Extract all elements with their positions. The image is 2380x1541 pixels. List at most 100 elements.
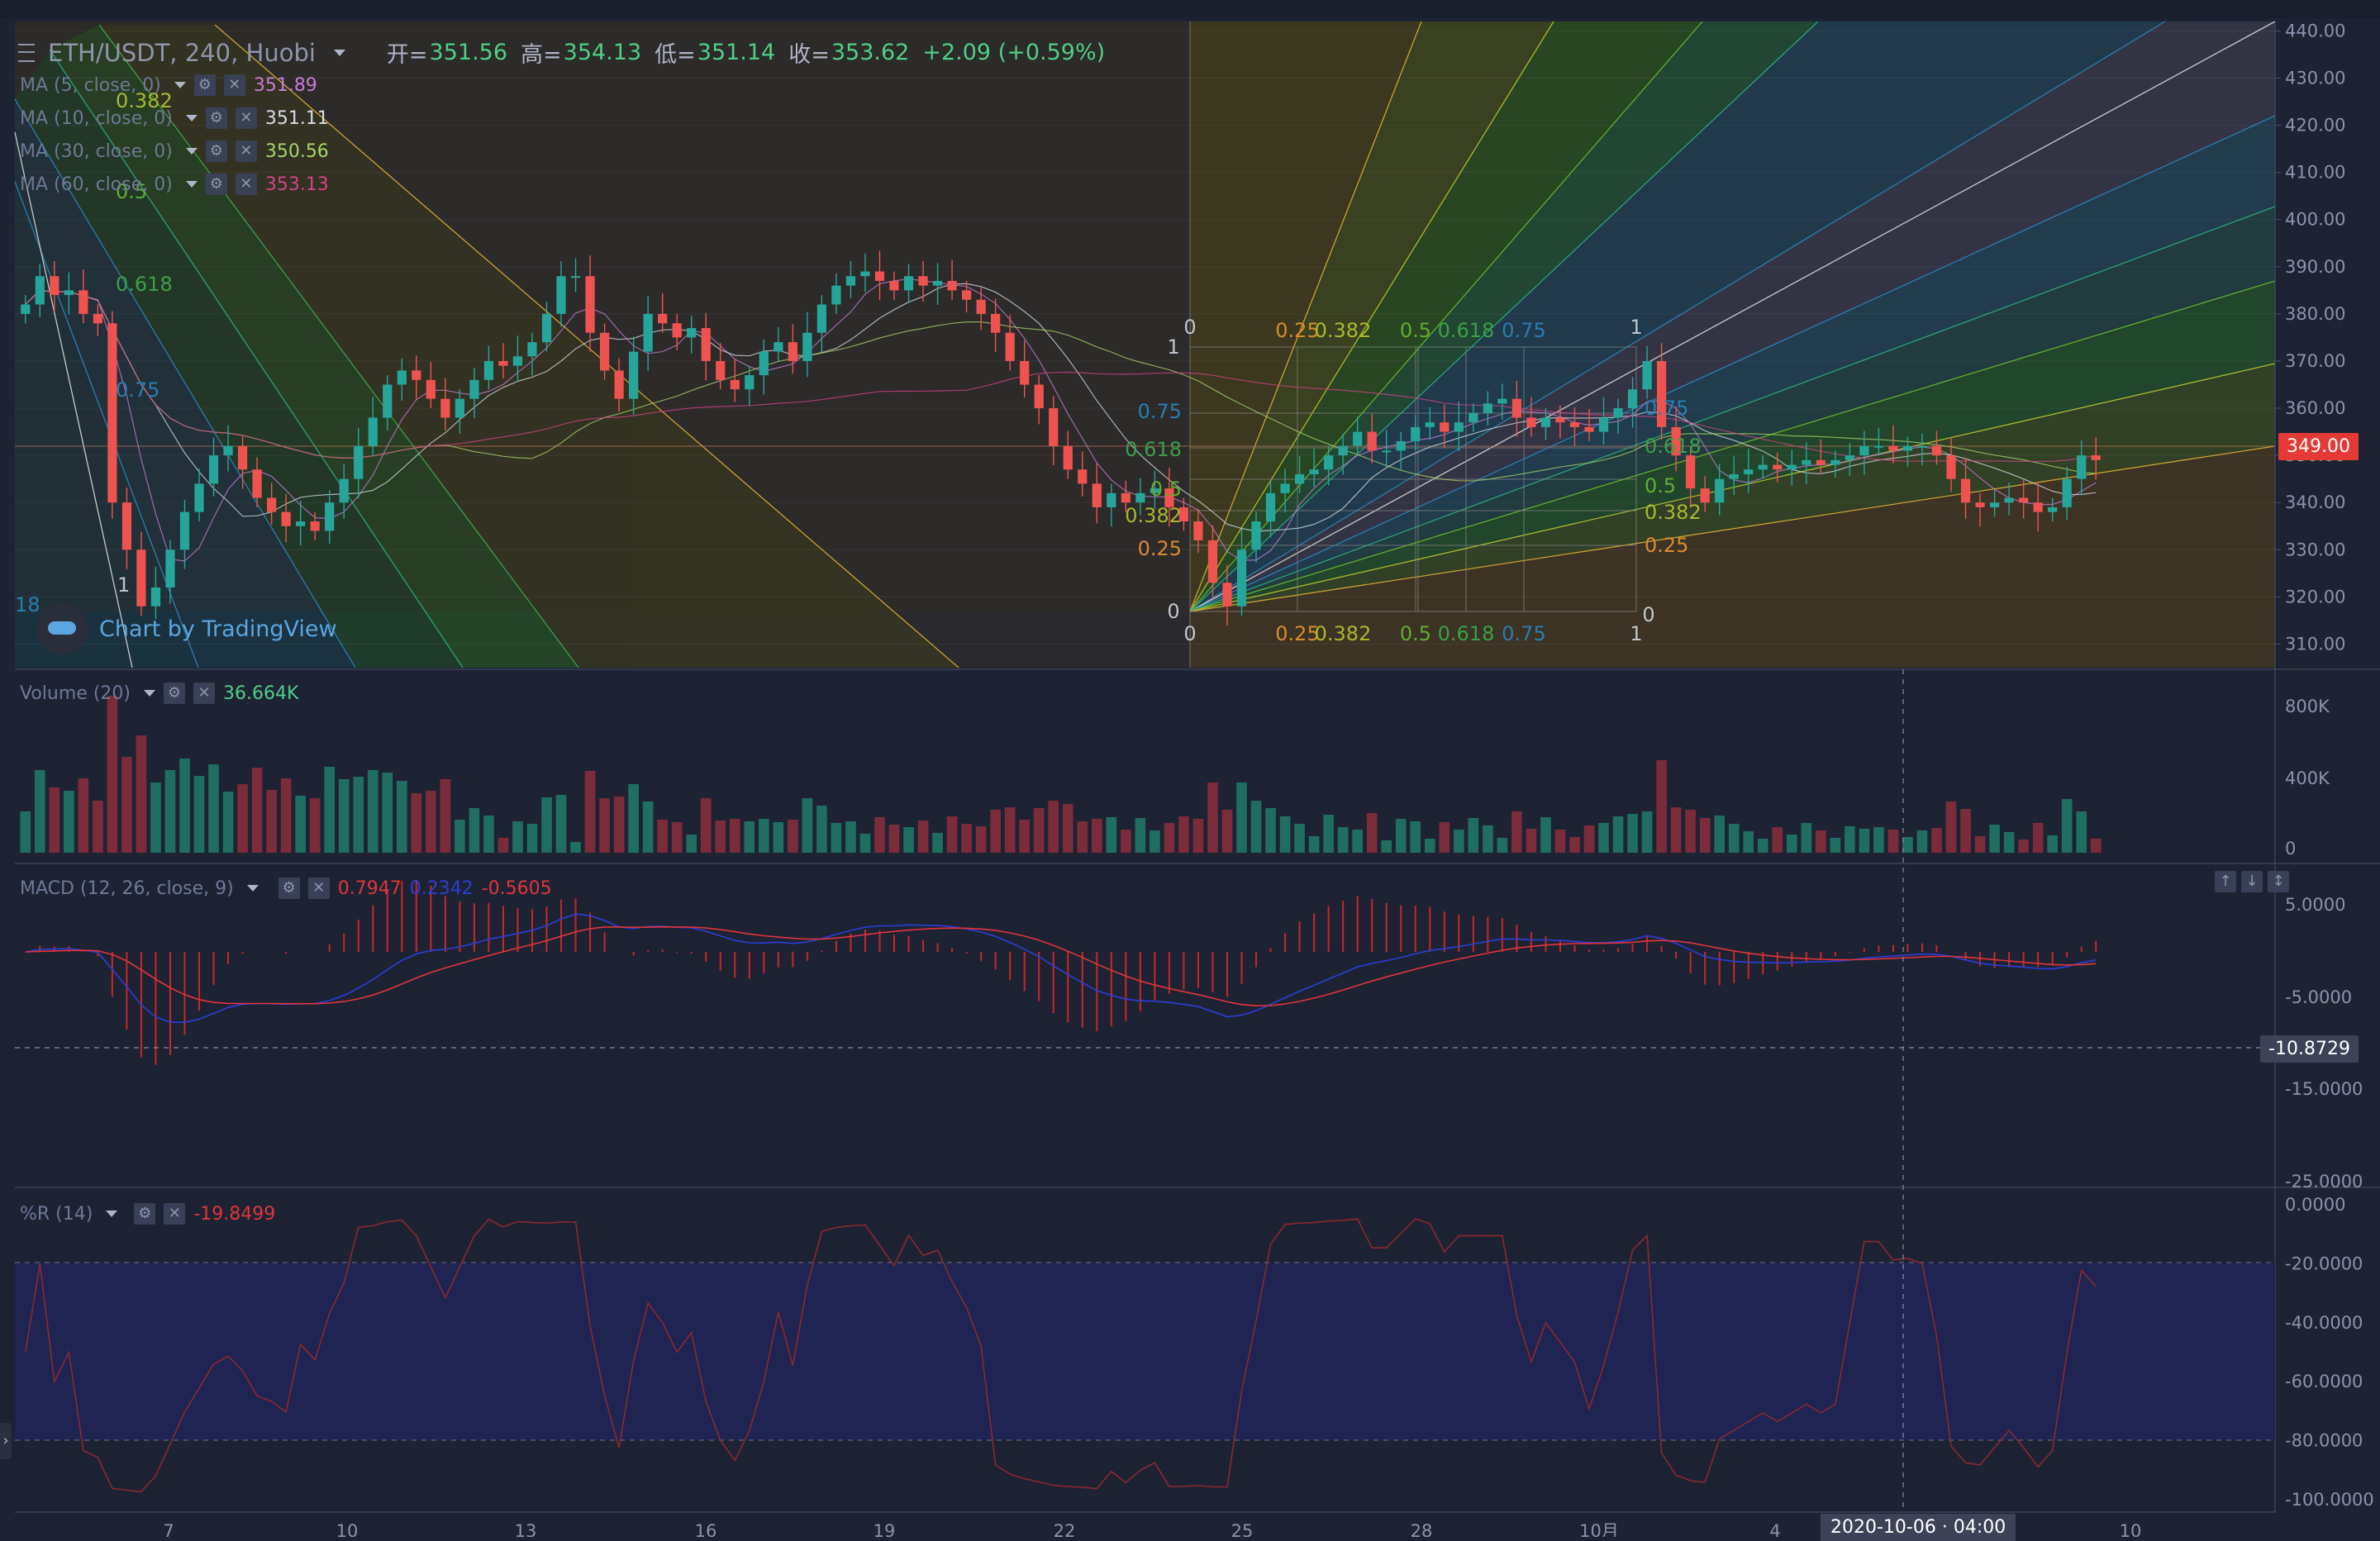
- candle-body: [643, 313, 653, 352]
- candle-body: [1150, 488, 1159, 493]
- left-fan-label: 18: [15, 593, 40, 616]
- ma5-legend[interactable]: MA (5, close, 0) ⚙ ✕ 351.89: [20, 71, 317, 99]
- macd-settings-icon[interactable]: ⚙: [278, 878, 300, 899]
- ma10-legend[interactable]: MA (10, close, 0) ⚙ ✕ 351.11: [20, 104, 329, 132]
- high-label: 高=: [521, 42, 562, 68]
- volume-bar: [266, 790, 277, 853]
- volume-bar: [1192, 819, 1204, 853]
- volume-bar: [193, 776, 205, 853]
- symbol-dropdown-icon[interactable]: [333, 49, 345, 56]
- macd-value-3: -0.5605: [481, 878, 552, 899]
- ma60-settings-icon[interactable]: ⚙: [205, 174, 227, 195]
- candle-body: [1164, 488, 1174, 507]
- fib-labels: 0.250.250.3820.3820.50.50.6180.6180.750.…: [15, 89, 1702, 645]
- wr-settings-icon[interactable]: ⚙: [134, 1203, 156, 1225]
- price-tick-label: 430.00: [2285, 68, 2345, 88]
- volume-bar: [411, 793, 422, 853]
- wr-line: [25, 1218, 2097, 1493]
- current-price-tag: 349.00: [2278, 433, 2359, 460]
- expand-handle[interactable]: ›: [0, 1423, 12, 1459]
- volume-bar: [961, 824, 972, 853]
- wr-close-icon[interactable]: ✕: [164, 1203, 186, 1225]
- candle-body: [1627, 389, 1638, 409]
- candle-body: [947, 280, 957, 291]
- candle-body: [1497, 398, 1507, 404]
- left-fan-label: 0.382: [116, 89, 173, 112]
- maximize-pane-icon[interactable]: ↕: [2268, 871, 2289, 892]
- candle-body: [1092, 483, 1102, 507]
- candle-body: [1367, 431, 1377, 451]
- ma5-dropdown-icon[interactable]: [174, 82, 186, 88]
- volume-close-icon[interactable]: ✕: [193, 683, 215, 704]
- candle-body: [1324, 455, 1334, 470]
- ma5-close-icon[interactable]: ✕: [223, 74, 245, 96]
- pane-controls[interactable]: ↑ ↓ ↕: [2215, 871, 2289, 892]
- ma60-dropdown-icon[interactable]: [185, 181, 198, 188]
- volume-bar: [208, 764, 219, 853]
- candle-body: [1859, 445, 1869, 456]
- ma60-close-icon[interactable]: ✕: [235, 174, 257, 195]
- candle-body: [687, 328, 697, 338]
- wr-legend[interactable]: %R (14) ⚙ ✕ -19.8499: [20, 1200, 275, 1228]
- volume-bar: [1265, 808, 1276, 853]
- volume-bar: [2018, 839, 2029, 853]
- volume-label: Volume (20): [20, 683, 131, 704]
- move-up-icon[interactable]: ↑: [2215, 871, 2236, 892]
- candle-body: [1700, 488, 1710, 503]
- ma30-legend[interactable]: MA (30, close, 0) ⚙ ✕ 350.56: [20, 137, 329, 165]
- candle-body: [1353, 431, 1363, 446]
- candle-body: [774, 342, 783, 352]
- ma10-close-icon[interactable]: ✕: [235, 107, 257, 129]
- fib-edge-label: 0: [1167, 600, 1179, 623]
- candle-body: [1193, 521, 1203, 540]
- volume-bar: [497, 838, 509, 853]
- hamburger-icon[interactable]: [18, 43, 35, 62]
- ma5-settings-icon[interactable]: ⚙: [193, 74, 216, 96]
- candle-body: [2077, 455, 2087, 479]
- volume-bar: [584, 771, 596, 853]
- ma60-legend[interactable]: MA (60, close, 0) ⚙ ✕ 353.13: [20, 170, 329, 198]
- tradingview-watermark[interactable]: Chart by TradingView: [36, 603, 337, 654]
- candle-body: [1642, 360, 1652, 390]
- ma10-dropdown-icon[interactable]: [185, 115, 198, 121]
- volume-bar: [1945, 801, 1957, 853]
- candle-body: [1613, 408, 1623, 418]
- ma30-close-icon[interactable]: ✕: [235, 140, 257, 162]
- fib-bottom-label: 0.25: [1275, 622, 1319, 645]
- volume-bar: [512, 821, 523, 853]
- candle-body: [1078, 469, 1088, 484]
- macd-dropdown-icon[interactable]: [246, 885, 259, 892]
- candle-body: [150, 587, 161, 606]
- ma30-dropdown-icon[interactable]: [185, 148, 198, 155]
- candle-body: [281, 511, 291, 526]
- volume-bar: [2076, 811, 2087, 853]
- ma30-settings-icon[interactable]: ⚙: [205, 140, 227, 162]
- macd-signal-line: [25, 925, 2097, 1007]
- move-down-icon[interactable]: ↓: [2241, 871, 2263, 892]
- volume-bar: [2003, 832, 2015, 853]
- candle-body: [2062, 478, 2072, 507]
- right-fib-fan: [15, 21, 2275, 668]
- macd-close-icon[interactable]: ✕: [307, 878, 330, 899]
- volume-dropdown-icon[interactable]: [143, 690, 155, 697]
- fib-top-label: 0.382: [1315, 319, 1372, 342]
- ma10-value: 351.11: [264, 107, 329, 129]
- volume-axis: 800K 400K 0: [2285, 697, 2330, 858]
- volume-settings-icon[interactable]: ⚙: [163, 683, 185, 704]
- volume-bar: [1511, 811, 1522, 853]
- volume-legend[interactable]: Volume (20) ⚙ ✕ 36.664K: [20, 679, 298, 707]
- macd-tick-label: -5.0000: [2285, 987, 2352, 1007]
- volume-bar: [1526, 829, 1537, 853]
- volume-bar: [483, 816, 494, 853]
- volume-bar: [1135, 818, 1146, 853]
- symbol-title[interactable]: ETH/USDT, 240, Huobi: [48, 38, 316, 67]
- volume-bar: [1757, 839, 1768, 853]
- candle-body: [599, 332, 610, 371]
- candle-body: [1049, 408, 1059, 446]
- candle-body: [121, 502, 132, 550]
- volume-bar: [1236, 782, 1247, 853]
- wr-dropdown-icon[interactable]: [106, 1210, 118, 1217]
- macd-legend[interactable]: MACD (12, 26, close, 9) ⚙ ✕ 0.7947 0.2342…: [20, 874, 552, 902]
- ma10-settings-icon[interactable]: ⚙: [205, 107, 227, 129]
